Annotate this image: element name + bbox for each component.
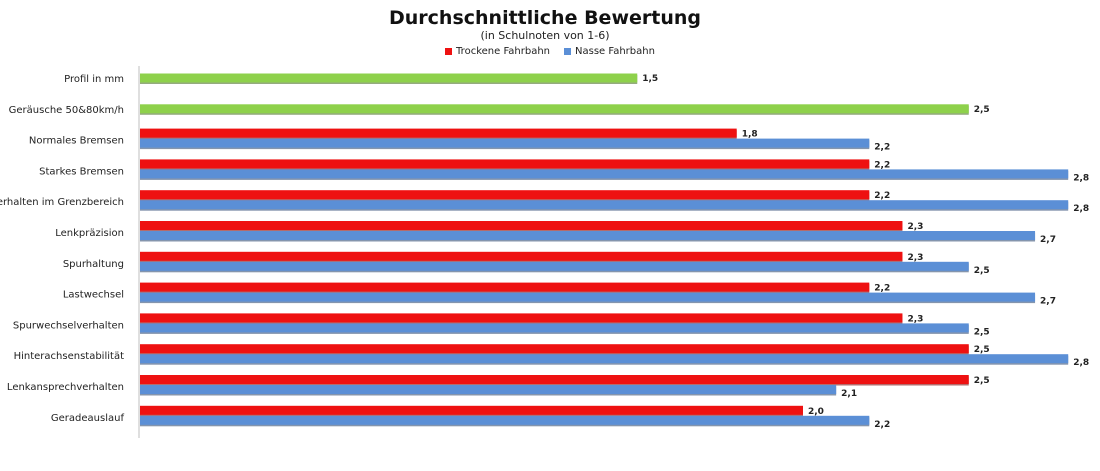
bar-trockene-fahrbahn: [140, 128, 737, 138]
bar-trockene-fahrbahn: [140, 190, 870, 200]
legend-item-wet: Nasse Fahrbahn: [564, 46, 655, 57]
chart-legend: Trockene Fahrbahn Nasse Fahrbahn: [0, 46, 1100, 57]
data-label-trockene-fahrbahn: 2,0: [808, 407, 824, 417]
legend-item-dry: Trockene Fahrbahn: [445, 46, 550, 57]
data-label-nasse-fahrbahn: 2,1: [841, 389, 857, 399]
bar-nasse-fahrbahn: [140, 354, 1069, 364]
legend-swatch-wet: [564, 48, 572, 55]
category-label: Geradeauslauf: [51, 413, 125, 424]
data-label-nasse-fahrbahn: 2,2: [874, 420, 890, 430]
data-label-trockene-fahrbahn: 2,3: [907, 222, 923, 232]
data-label-trockene-fahrbahn: 2,2: [874, 160, 890, 170]
category-label: Hinterachsenstabilität: [14, 351, 124, 362]
data-label-nasse-fahrbahn: 2,8: [1073, 173, 1089, 183]
bar-trockene-fahrbahn: [140, 405, 803, 415]
data-label-trockene-fahrbahn: 2,5: [974, 345, 990, 355]
bar-nasse-fahrbahn: [140, 231, 1036, 240]
bar-nasse-fahrbahn: [140, 200, 1069, 210]
data-label-nasse-fahrbahn: 2,8: [1073, 358, 1089, 368]
legend-label-wet: Nasse Fahrbahn: [575, 46, 655, 57]
category-label: Lenkpräzision: [55, 228, 124, 239]
category-label: Lenkansprechverhalten: [7, 382, 124, 393]
bar-trockene-fahrbahn: [140, 282, 870, 292]
category-label: Geräusche 50&80km/h: [9, 105, 124, 116]
data-label-trockene-fahrbahn: 2,3: [907, 253, 923, 263]
bar-trockene-fahrbahn: [140, 313, 903, 323]
data-label-nasse-fahrbahn: 2,5: [974, 327, 990, 337]
bar-combined: [140, 104, 969, 114]
data-label-combined: 1,5: [642, 74, 658, 84]
bar-nasse-fahrbahn: [140, 292, 1036, 302]
data-label-combined: 2,5: [974, 105, 990, 115]
bar-nasse-fahrbahn: [140, 323, 969, 333]
data-label-trockene-fahrbahn: 2,2: [874, 191, 890, 201]
legend-swatch-dry: [445, 48, 453, 55]
bar-combined: [140, 73, 638, 83]
data-label-trockene-fahrbahn: 1,8: [742, 130, 758, 140]
category-label: Starkes Bremsen: [39, 166, 124, 177]
data-label-nasse-fahrbahn: 2,7: [1040, 235, 1056, 245]
chart-subtitle: (in Schulnoten von 1-6): [480, 29, 610, 42]
bar-trockene-fahrbahn: [140, 221, 903, 230]
bar-trockene-fahrbahn: [140, 159, 870, 169]
bar-nasse-fahrbahn: [140, 385, 837, 394]
category-label: Profil in mm: [64, 74, 124, 85]
data-label-nasse-fahrbahn: 2,2: [874, 143, 890, 153]
category-label: Spurwechselverhalten: [13, 320, 124, 331]
category-label: Spurhaltung: [63, 259, 124, 270]
bar-trockene-fahrbahn: [140, 344, 969, 354]
data-label-nasse-fahrbahn: 2,5: [974, 266, 990, 276]
bar-nasse-fahrbahn: [140, 169, 1069, 179]
data-label-nasse-fahrbahn: 2,7: [1040, 297, 1056, 307]
bar-nasse-fahrbahn: [140, 138, 870, 148]
category-label: Lastwechsel: [63, 290, 124, 301]
legend-label-dry: Trockene Fahrbahn: [456, 46, 551, 57]
bar-trockene-fahrbahn: [140, 375, 969, 384]
category-label: Verhalten im Grenzbereich: [0, 197, 124, 208]
data-label-nasse-fahrbahn: 2,8: [1073, 204, 1089, 214]
bar-nasse-fahrbahn: [140, 415, 870, 425]
chart-title: Durchschnittliche Bewertung: [389, 7, 701, 29]
category-label: Normales Bremsen: [29, 136, 124, 147]
bar-nasse-fahrbahn: [140, 261, 969, 271]
data-label-trockene-fahrbahn: 2,5: [974, 376, 990, 386]
data-label-trockene-fahrbahn: 2,3: [907, 314, 923, 324]
data-label-trockene-fahrbahn: 2,2: [874, 284, 890, 294]
bar-trockene-fahrbahn: [140, 251, 903, 261]
